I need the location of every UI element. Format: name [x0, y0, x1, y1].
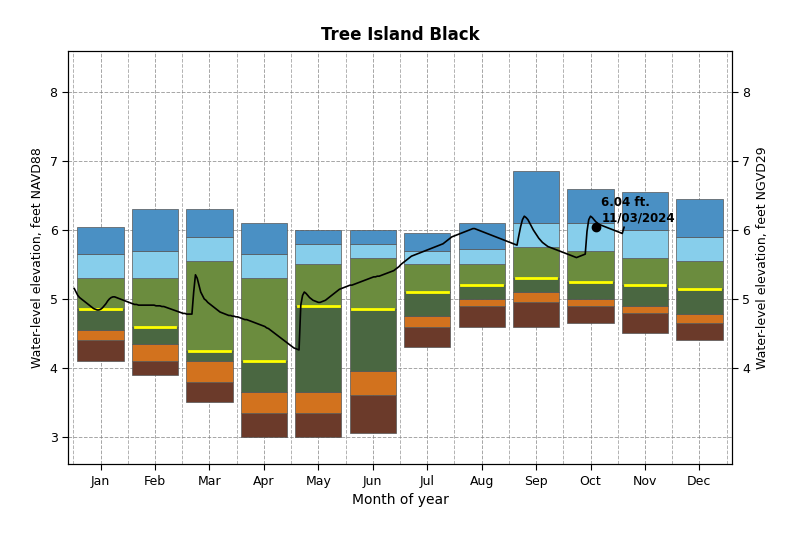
Bar: [350, 372, 396, 395]
Bar: [295, 392, 342, 413]
Bar: [132, 278, 178, 327]
Bar: [186, 351, 233, 361]
Bar: [567, 306, 614, 323]
Bar: [458, 223, 505, 249]
Bar: [513, 172, 559, 223]
Bar: [241, 361, 287, 392]
Bar: [567, 189, 614, 223]
Bar: [458, 249, 505, 264]
Bar: [676, 199, 722, 237]
Bar: [350, 230, 396, 244]
Bar: [458, 285, 505, 299]
Bar: [186, 209, 233, 237]
Bar: [186, 361, 233, 382]
Bar: [513, 292, 559, 302]
Bar: [295, 413, 342, 437]
Bar: [78, 254, 124, 278]
Bar: [458, 264, 505, 285]
Bar: [295, 230, 342, 244]
Bar: [676, 288, 722, 314]
Bar: [513, 302, 559, 327]
Bar: [241, 254, 287, 278]
Bar: [132, 327, 178, 344]
Bar: [622, 257, 668, 285]
Bar: [350, 244, 396, 257]
Bar: [78, 340, 124, 361]
Bar: [350, 257, 396, 309]
Bar: [567, 299, 614, 306]
X-axis label: Month of year: Month of year: [351, 494, 449, 507]
Bar: [513, 278, 559, 292]
Bar: [622, 285, 668, 306]
Bar: [132, 209, 178, 251]
Bar: [622, 230, 668, 257]
Bar: [622, 313, 668, 334]
Bar: [78, 309, 124, 330]
Bar: [513, 223, 559, 247]
Bar: [622, 192, 668, 230]
Bar: [186, 382, 233, 402]
Bar: [186, 261, 233, 351]
Bar: [295, 264, 342, 306]
Bar: [404, 264, 450, 292]
Bar: [458, 306, 505, 327]
Bar: [350, 395, 396, 433]
Bar: [567, 282, 614, 299]
Y-axis label: Water-level elevation, feet NGVD29: Water-level elevation, feet NGVD29: [756, 146, 769, 369]
Bar: [513, 247, 559, 278]
Bar: [295, 244, 342, 264]
Bar: [241, 392, 287, 413]
Bar: [241, 278, 287, 361]
Bar: [241, 413, 287, 437]
Bar: [676, 323, 722, 340]
Bar: [78, 227, 124, 254]
Y-axis label: Water-level elevation, feet NAVD88: Water-level elevation, feet NAVD88: [31, 147, 44, 368]
Bar: [132, 344, 178, 361]
Bar: [241, 223, 287, 254]
Bar: [132, 251, 178, 278]
Bar: [350, 309, 396, 372]
Bar: [622, 306, 668, 313]
Bar: [676, 314, 722, 323]
Bar: [295, 306, 342, 392]
Bar: [676, 237, 722, 261]
Bar: [458, 299, 505, 306]
Bar: [404, 316, 450, 327]
Bar: [404, 327, 450, 347]
Bar: [676, 261, 722, 288]
Title: Tree Island Black: Tree Island Black: [321, 26, 479, 44]
Bar: [78, 330, 124, 340]
Bar: [404, 251, 450, 264]
Bar: [404, 292, 450, 316]
Bar: [567, 223, 614, 251]
Bar: [132, 361, 178, 375]
Bar: [78, 278, 124, 309]
Bar: [567, 251, 614, 282]
Text: 6.04 ft.
11/03/2024: 6.04 ft. 11/03/2024: [602, 196, 675, 224]
Bar: [186, 237, 233, 261]
Bar: [404, 233, 450, 251]
